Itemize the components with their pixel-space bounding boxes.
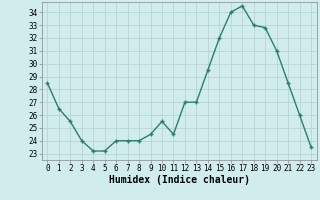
- X-axis label: Humidex (Indice chaleur): Humidex (Indice chaleur): [109, 175, 250, 185]
